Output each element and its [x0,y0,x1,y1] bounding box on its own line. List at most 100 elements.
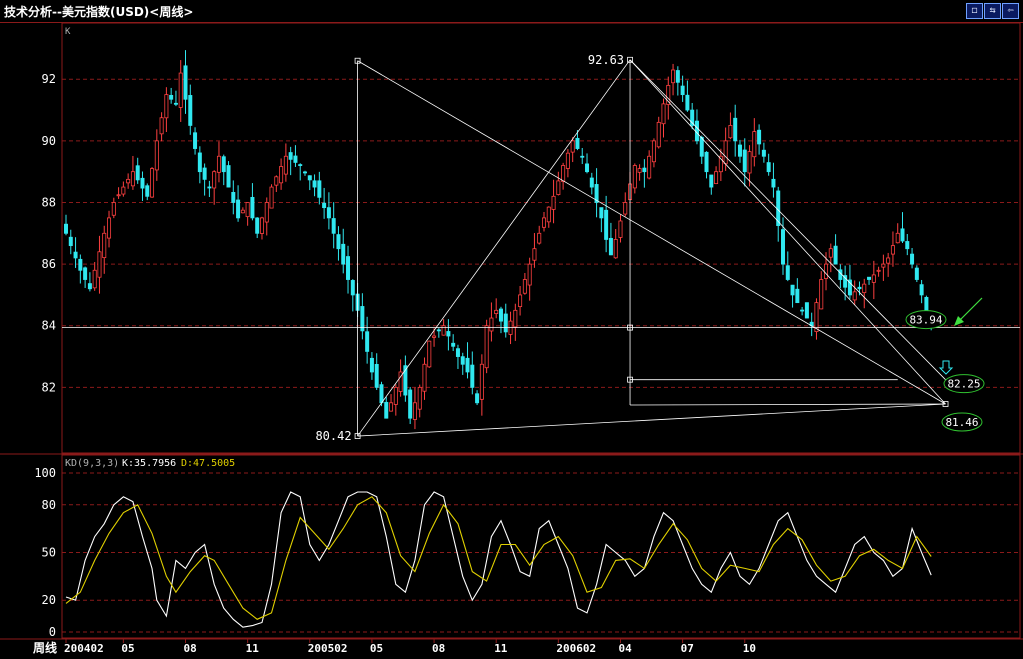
candle-body [197,152,202,173]
candle-body [269,186,274,209]
candle-body [632,165,637,189]
candle-body [102,232,107,259]
candle-body [498,308,503,322]
kd-panel-frame [61,454,1021,639]
candle-body [341,243,346,265]
period-label: 周线 [33,640,57,655]
fan-line-high-target-1 [629,59,946,380]
candle-body [690,109,695,126]
candle-body [685,94,690,111]
cyan-down-arrow-icon [938,360,954,375]
price-panel-label: K [65,27,71,37]
candle-body [895,232,900,244]
price-y-tick-label: 90 [42,134,56,148]
candle-body [92,269,97,289]
candle-body [843,275,848,288]
x-tick-label: 200602 [556,642,596,655]
candle-body [905,241,910,250]
candle-body [293,155,298,163]
x-tick-label: 08 [184,642,197,655]
candle-body [733,117,738,142]
candle-body [97,251,102,278]
prev-icon[interactable]: ⇦ [1002,3,1019,19]
fan-line-high-target-2 [629,59,946,405]
candle-body [589,177,594,188]
candle-body [613,239,618,259]
kd-d-value: D:47.5005 [181,458,235,469]
fan-line-low-target [357,403,946,437]
candle-body [656,121,661,148]
candle-body [647,155,652,179]
candle-body [881,263,886,268]
candle-body [804,302,809,319]
candle-body [350,280,355,296]
candle-body [561,165,566,182]
candle-body [322,202,327,209]
x-tick-label: 05 [370,642,383,655]
candle-body [876,269,881,272]
x-tick-label: 08 [432,642,445,655]
candle-body [800,309,805,312]
fan-anchor-handle [942,401,949,407]
candle-body [188,95,193,126]
candle-body [766,162,771,173]
fan-line-left-pivot [357,60,946,405]
x-tick-label: 05 [121,642,134,655]
candle-body [412,402,417,420]
candle-body [255,217,260,234]
candle-body [781,229,786,265]
candle-body [785,265,790,280]
target-1-badge: 82.25 [947,378,980,391]
candle-body [542,217,547,228]
candle-body [503,313,508,333]
candle-body [422,363,427,392]
target-1-badge-ring [943,374,985,394]
candle-body [651,140,656,163]
x-tick-label: 200402 [64,642,104,655]
candle-body [207,186,212,189]
candle-body [178,72,183,108]
candle-body [169,94,174,100]
candle-body [121,186,126,195]
green-arrowhead-icon [954,316,964,326]
window-buttons: ◻ ⇆ ⇦ [966,3,1019,19]
candle-body [594,184,599,203]
candle-body [833,245,838,265]
candle-body [264,202,269,223]
candle-body [680,85,685,96]
candle-body [470,364,475,388]
candle-body [374,364,379,388]
candle-body [618,220,623,238]
candle-body [202,167,207,180]
high-price-label: 92.63 [588,53,624,67]
x-tick-label: 11 [494,642,508,655]
current-price-badge: 83.94 [909,314,942,327]
price-y-tick-label: 92 [42,72,56,86]
candle-body [283,155,288,175]
swap-icon[interactable]: ⇆ [984,3,1001,19]
candle-body [924,296,929,311]
candle-body [173,102,178,105]
candle-body [302,171,307,174]
candle-body [742,149,747,173]
candle-body [771,178,776,188]
candle-body [183,65,188,100]
candle-body [159,117,164,135]
restore-icon[interactable]: ◻ [966,3,983,19]
candle-body [73,251,78,259]
candle-body [398,371,403,392]
candle-body [307,175,312,181]
candle-body [795,288,800,304]
target-2-badge: 81.46 [945,416,978,429]
candle-body [489,317,494,332]
candle-body [279,166,284,184]
kd-y-tick-label: 0 [49,625,56,639]
candle-body [599,207,604,219]
candle-body [828,248,833,258]
kd-y-tick-label: 20 [42,593,56,607]
candle-body [580,155,585,158]
candle-body [723,140,728,165]
candle-body [475,393,480,404]
candle-body [666,84,671,105]
